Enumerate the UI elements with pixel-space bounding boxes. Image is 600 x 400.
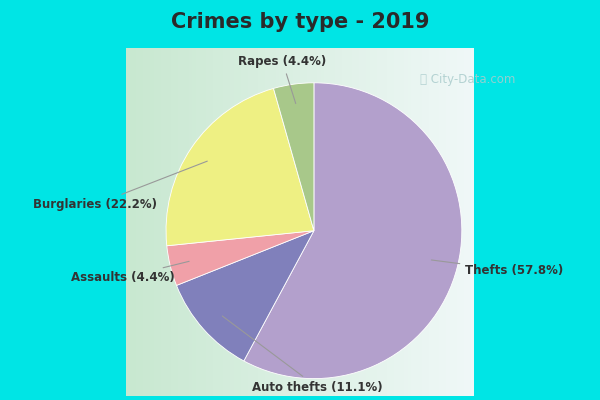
Wedge shape xyxy=(274,83,314,231)
Text: Assaults (4.4%): Assaults (4.4%) xyxy=(71,261,189,284)
Text: Rapes (4.4%): Rapes (4.4%) xyxy=(238,56,327,104)
Wedge shape xyxy=(166,88,314,246)
Text: Crimes by type - 2019: Crimes by type - 2019 xyxy=(171,12,429,32)
Wedge shape xyxy=(244,83,462,378)
Text: Auto thefts (11.1%): Auto thefts (11.1%) xyxy=(222,316,383,394)
Text: Thefts (57.8%): Thefts (57.8%) xyxy=(431,260,563,277)
Wedge shape xyxy=(167,231,314,286)
Text: Burglaries (22.2%): Burglaries (22.2%) xyxy=(34,161,207,211)
Text: ⓘ City-Data.com: ⓘ City-Data.com xyxy=(421,74,515,86)
Wedge shape xyxy=(176,231,314,361)
